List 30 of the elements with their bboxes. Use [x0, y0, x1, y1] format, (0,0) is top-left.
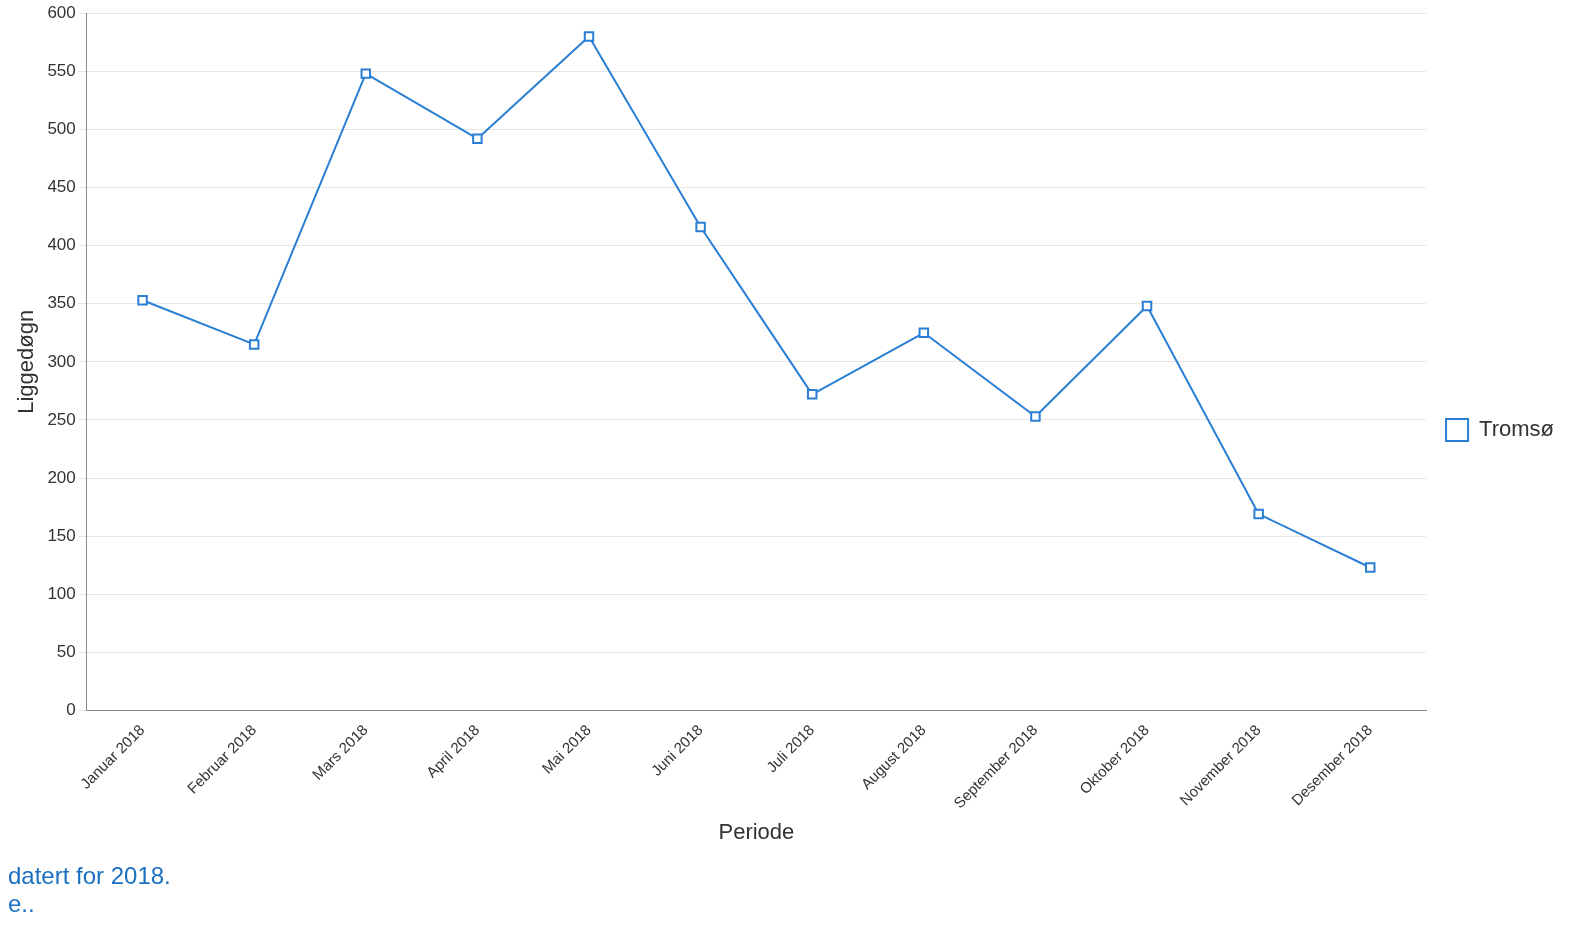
point	[695, 221, 706, 233]
point	[1030, 411, 1041, 422]
x-axis-title: Periode	[718, 818, 795, 844]
y-tick-label: 50	[56, 642, 76, 662]
text: e..	[8, 890, 36, 918]
y-tick-label: 400	[47, 235, 76, 255]
point	[472, 133, 483, 144]
y-tick-label: 450	[47, 177, 76, 197]
y-tick-label: 600	[47, 2, 76, 22]
point	[1253, 508, 1264, 520]
y-axis-title: Liggedøgn	[13, 309, 39, 414]
y-tick-label: 300	[47, 351, 76, 371]
y-tick-label: 200	[47, 467, 76, 487]
y-tick-label: 500	[47, 119, 76, 139]
point	[806, 389, 818, 400]
y-tick-label: 0	[66, 700, 76, 720]
legend-label: Tromsø	[1479, 416, 1554, 442]
point	[918, 327, 930, 339]
text: datert for 2018.	[8, 862, 171, 890]
y-tick-label: 150	[47, 525, 76, 545]
y-tick-label: 550	[47, 60, 76, 80]
point	[137, 294, 148, 306]
y-tick-label: 350	[47, 293, 76, 313]
point	[248, 339, 260, 350]
point	[583, 31, 595, 42]
point	[1141, 300, 1153, 312]
point	[360, 68, 372, 79]
point	[1365, 562, 1376, 573]
y-tick-label: 100	[47, 583, 76, 603]
y-tick-label: 250	[47, 409, 76, 429]
